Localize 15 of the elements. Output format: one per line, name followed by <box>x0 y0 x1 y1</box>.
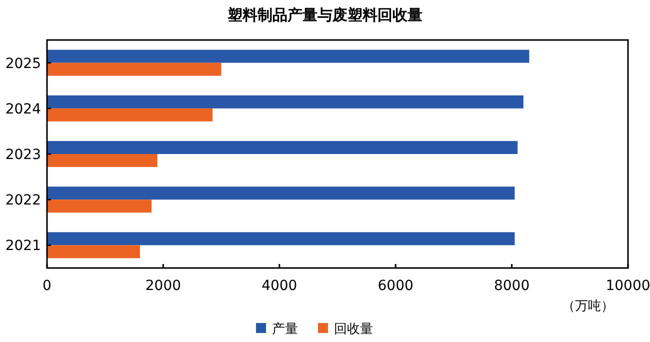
x-axis-title: （万吨） <box>562 299 614 314</box>
legend-label: 回收量 <box>334 322 373 337</box>
y-tick-label: 2023 <box>5 147 41 163</box>
y-tick-label: 2022 <box>5 192 41 209</box>
y-tick-label: 2021 <box>5 238 41 254</box>
x-tick-label: 8000 <box>494 278 530 294</box>
x-tick-label: 10000 <box>606 278 650 294</box>
x-tick-label: 2000 <box>145 278 182 294</box>
x-tick-label: 0 <box>42 278 52 294</box>
y-tick-label: 2024 <box>5 101 42 118</box>
x-tick-label: 6000 <box>378 278 414 294</box>
x-tick-label: 4000 <box>262 278 298 294</box>
y-tick-label: 2025 <box>5 56 41 72</box>
chart-title: 塑料制品产量与废塑料回收量 <box>226 6 422 24</box>
legend-label: 产量 <box>272 322 298 337</box>
